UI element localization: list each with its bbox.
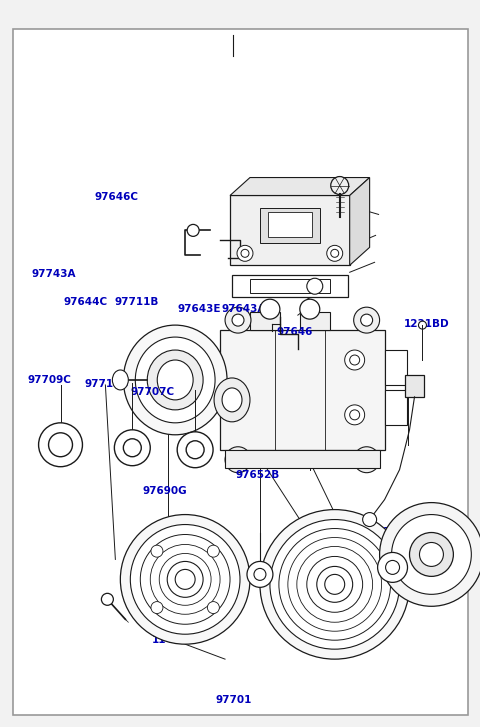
Circle shape — [240, 249, 249, 257]
Circle shape — [177, 432, 213, 467]
Circle shape — [344, 350, 364, 370]
Circle shape — [353, 308, 379, 333]
Polygon shape — [349, 177, 369, 265]
Bar — [231, 276, 347, 297]
Circle shape — [48, 433, 72, 457]
Circle shape — [360, 454, 372, 466]
Bar — [299, 312, 329, 330]
Text: 97701: 97701 — [215, 695, 251, 705]
Text: 97643E: 97643E — [177, 304, 220, 314]
Circle shape — [150, 545, 220, 614]
Circle shape — [186, 441, 204, 459]
Circle shape — [253, 569, 265, 580]
Text: 97646C: 97646C — [94, 192, 138, 202]
Circle shape — [120, 515, 250, 644]
Text: 97743A: 97743A — [32, 268, 76, 278]
Circle shape — [140, 534, 229, 624]
Circle shape — [349, 410, 359, 419]
Circle shape — [225, 447, 251, 473]
Bar — [250, 312, 279, 330]
Ellipse shape — [135, 337, 215, 423]
Text: 97690G: 97690G — [142, 486, 186, 496]
Bar — [259, 209, 319, 244]
Text: 1231BD: 1231BD — [403, 318, 448, 329]
Circle shape — [344, 405, 364, 425]
Circle shape — [306, 556, 362, 612]
Circle shape — [151, 545, 163, 557]
Circle shape — [231, 454, 243, 466]
Polygon shape — [229, 177, 369, 196]
Circle shape — [408, 532, 453, 577]
Bar — [267, 212, 311, 237]
Text: 97717: 97717 — [360, 567, 396, 577]
Bar — [225, 450, 379, 467]
Circle shape — [259, 300, 279, 319]
Circle shape — [362, 513, 376, 526]
Text: 97710C: 97710C — [369, 527, 413, 537]
Circle shape — [349, 355, 359, 365]
Circle shape — [159, 553, 211, 606]
Bar — [384, 350, 406, 385]
Text: 97644C: 97644C — [63, 297, 107, 307]
Circle shape — [38, 423, 82, 467]
Circle shape — [353, 447, 379, 473]
Circle shape — [377, 553, 407, 582]
Text: 97716B: 97716B — [84, 379, 129, 389]
Ellipse shape — [112, 370, 128, 390]
Bar — [404, 375, 423, 397]
Circle shape — [299, 300, 319, 319]
Ellipse shape — [123, 325, 227, 435]
Circle shape — [379, 502, 480, 606]
Ellipse shape — [214, 378, 250, 422]
Circle shape — [419, 542, 443, 566]
Text: 97652B: 97652B — [235, 470, 279, 480]
Circle shape — [246, 561, 272, 587]
Text: 97643A: 97643A — [221, 304, 265, 314]
Circle shape — [385, 561, 399, 574]
Circle shape — [151, 602, 163, 614]
Circle shape — [175, 569, 195, 590]
Bar — [220, 330, 384, 450]
Circle shape — [259, 510, 408, 659]
Text: 97714: 97714 — [379, 594, 415, 604]
Ellipse shape — [157, 360, 193, 400]
Bar — [384, 390, 406, 425]
Circle shape — [123, 439, 141, 457]
Circle shape — [330, 177, 348, 195]
Circle shape — [167, 561, 203, 598]
Text: 97709C: 97709C — [27, 375, 71, 385]
Circle shape — [207, 602, 219, 614]
Circle shape — [330, 249, 338, 257]
Circle shape — [237, 245, 252, 261]
Circle shape — [324, 574, 344, 595]
Text: 97711B: 97711B — [115, 297, 159, 307]
Circle shape — [360, 314, 372, 326]
Circle shape — [130, 525, 240, 634]
Text: 97707C: 97707C — [130, 387, 174, 398]
Circle shape — [114, 430, 150, 466]
Circle shape — [187, 225, 199, 236]
Circle shape — [101, 593, 113, 606]
Circle shape — [296, 547, 372, 622]
Circle shape — [269, 520, 399, 649]
Text: 1140GA: 1140GA — [152, 635, 197, 646]
Circle shape — [278, 529, 390, 640]
Circle shape — [306, 278, 322, 294]
Circle shape — [391, 515, 470, 595]
Text: 97646: 97646 — [276, 326, 312, 337]
Circle shape — [316, 566, 352, 602]
Ellipse shape — [147, 350, 203, 410]
Circle shape — [231, 314, 243, 326]
Circle shape — [287, 537, 381, 631]
Bar — [229, 196, 349, 265]
Circle shape — [207, 545, 219, 557]
Bar — [250, 279, 329, 293]
Circle shape — [418, 321, 426, 329]
Ellipse shape — [222, 388, 241, 412]
Circle shape — [326, 245, 342, 261]
Circle shape — [225, 308, 251, 333]
